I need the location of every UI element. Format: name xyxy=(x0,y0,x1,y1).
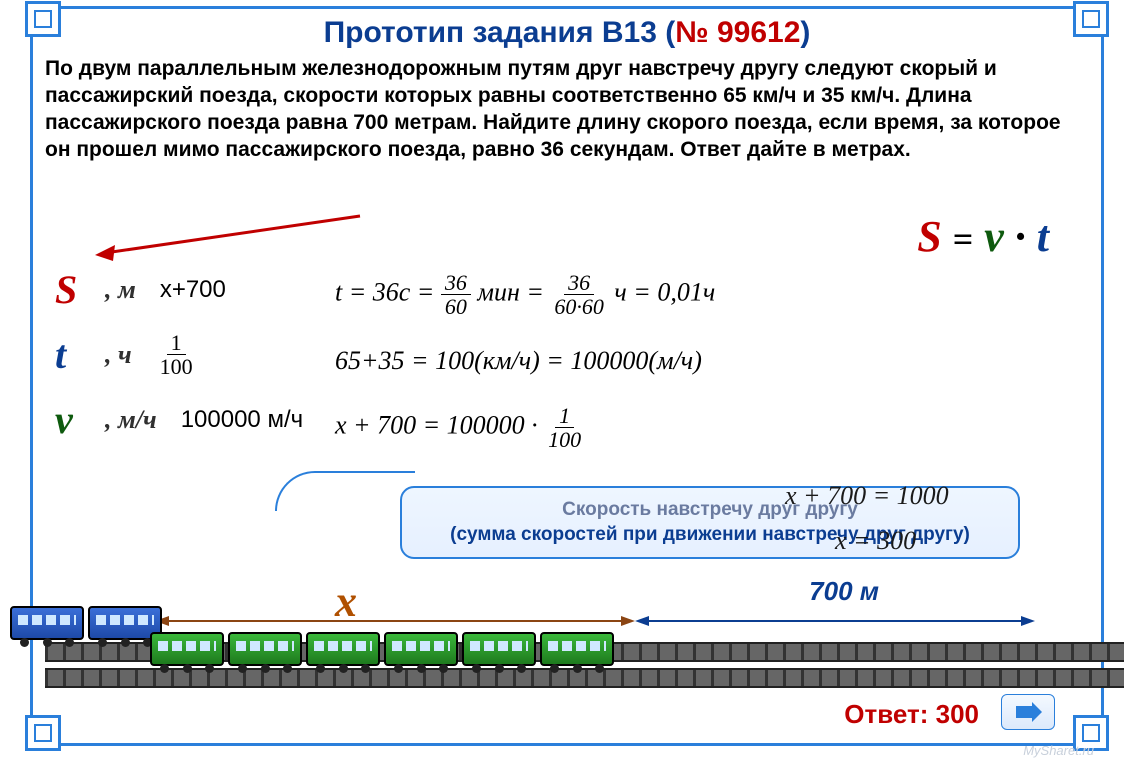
frac-36-60: 36 60 xyxy=(441,271,471,318)
green-car xyxy=(228,632,302,666)
val-v: 100000 м/ч xyxy=(181,406,303,434)
variables-column: S , м x+700 t , ч 1 100 v , м/ч 100000 м… xyxy=(55,266,303,461)
row-v: v , м/ч 100000 м/ч xyxy=(55,396,303,443)
arrow-right-icon xyxy=(1014,702,1042,722)
row-t: t , ч 1 100 xyxy=(55,331,303,378)
eq-speed: 65+35 = 100(км/ч) = 100000(м/ч) xyxy=(335,346,715,376)
green-car xyxy=(462,632,536,666)
eq-final: x + 700 = 100000 · 1 100 xyxy=(335,404,715,451)
green-car xyxy=(150,632,224,666)
t-den: 100 xyxy=(156,355,197,378)
val-s: x+700 xyxy=(160,276,226,304)
label-t: t xyxy=(55,331,99,378)
unit-v: , м/ч xyxy=(105,405,157,435)
slide-content: Прототип задания В13 (№ 99612) По двум п… xyxy=(45,16,1089,736)
eq1-lhs: t = 36c = xyxy=(335,278,434,307)
equals-sign: = xyxy=(953,219,974,259)
green-car xyxy=(384,632,458,666)
var-v: v xyxy=(984,212,1004,261)
eq1-n1: 36 xyxy=(441,271,471,295)
label-v: v xyxy=(55,396,99,443)
unit-s: , м xyxy=(105,275,136,305)
title-suffix: ) xyxy=(800,16,810,49)
eq1-d1: 60 xyxy=(441,295,471,318)
frac-1-100: 1 100 xyxy=(156,331,197,378)
eq1-d2: 60·60 xyxy=(550,295,608,318)
green-car xyxy=(540,632,614,666)
slide-title: Прототип задания В13 (№ 99612) xyxy=(45,16,1089,50)
problem-text: По двум параллельным железнодорожным пут… xyxy=(45,56,1089,164)
t-num: 1 xyxy=(167,331,186,355)
eq-time: t = 36c = 36 60 мин = 36 60·60 ч = 0,01ч xyxy=(335,271,715,318)
dot: · xyxy=(1015,212,1026,261)
callout-tail xyxy=(275,471,415,511)
frac-36-3600: 36 60·60 xyxy=(550,271,608,318)
equations-area: t = 36c = 36 60 мин = 36 60·60 ч = 0,01ч… xyxy=(335,271,715,479)
eq1-u2: ч = 0,01ч xyxy=(614,278,715,307)
eq1-n2: 36 xyxy=(564,271,594,295)
formula-svt: S = v · t xyxy=(917,211,1049,262)
frac-1-100b: 1 100 xyxy=(544,404,585,451)
red-arrow xyxy=(85,211,365,271)
unit-t: , ч xyxy=(105,340,132,370)
label-s: S xyxy=(55,266,99,313)
blue-train xyxy=(10,606,162,640)
eq3-lhs: x + 700 = 100000 · xyxy=(335,411,538,440)
title-problem-number: № 99612 xyxy=(675,16,800,49)
row-s: S , м x+700 xyxy=(55,266,303,313)
green-car xyxy=(306,632,380,666)
eq3-d: 100 xyxy=(544,428,585,451)
green-train xyxy=(150,632,614,666)
eq3-n: 1 xyxy=(555,404,574,428)
overlay-eq2: x = 300 xyxy=(835,526,916,556)
next-button[interactable] xyxy=(1001,694,1055,730)
title-prefix: Прототип задания В13 ( xyxy=(324,16,676,49)
var-s: S xyxy=(917,212,941,261)
overlay-eq1: x + 700 = 1000 xyxy=(785,481,949,511)
var-t: t xyxy=(1037,212,1049,261)
answer-text: Ответ: 300 xyxy=(844,699,979,730)
blue-car xyxy=(10,606,84,640)
railway-tracks xyxy=(45,598,1124,688)
val-t: 1 100 xyxy=(156,331,197,378)
eq1-u1: мин = xyxy=(477,278,544,307)
